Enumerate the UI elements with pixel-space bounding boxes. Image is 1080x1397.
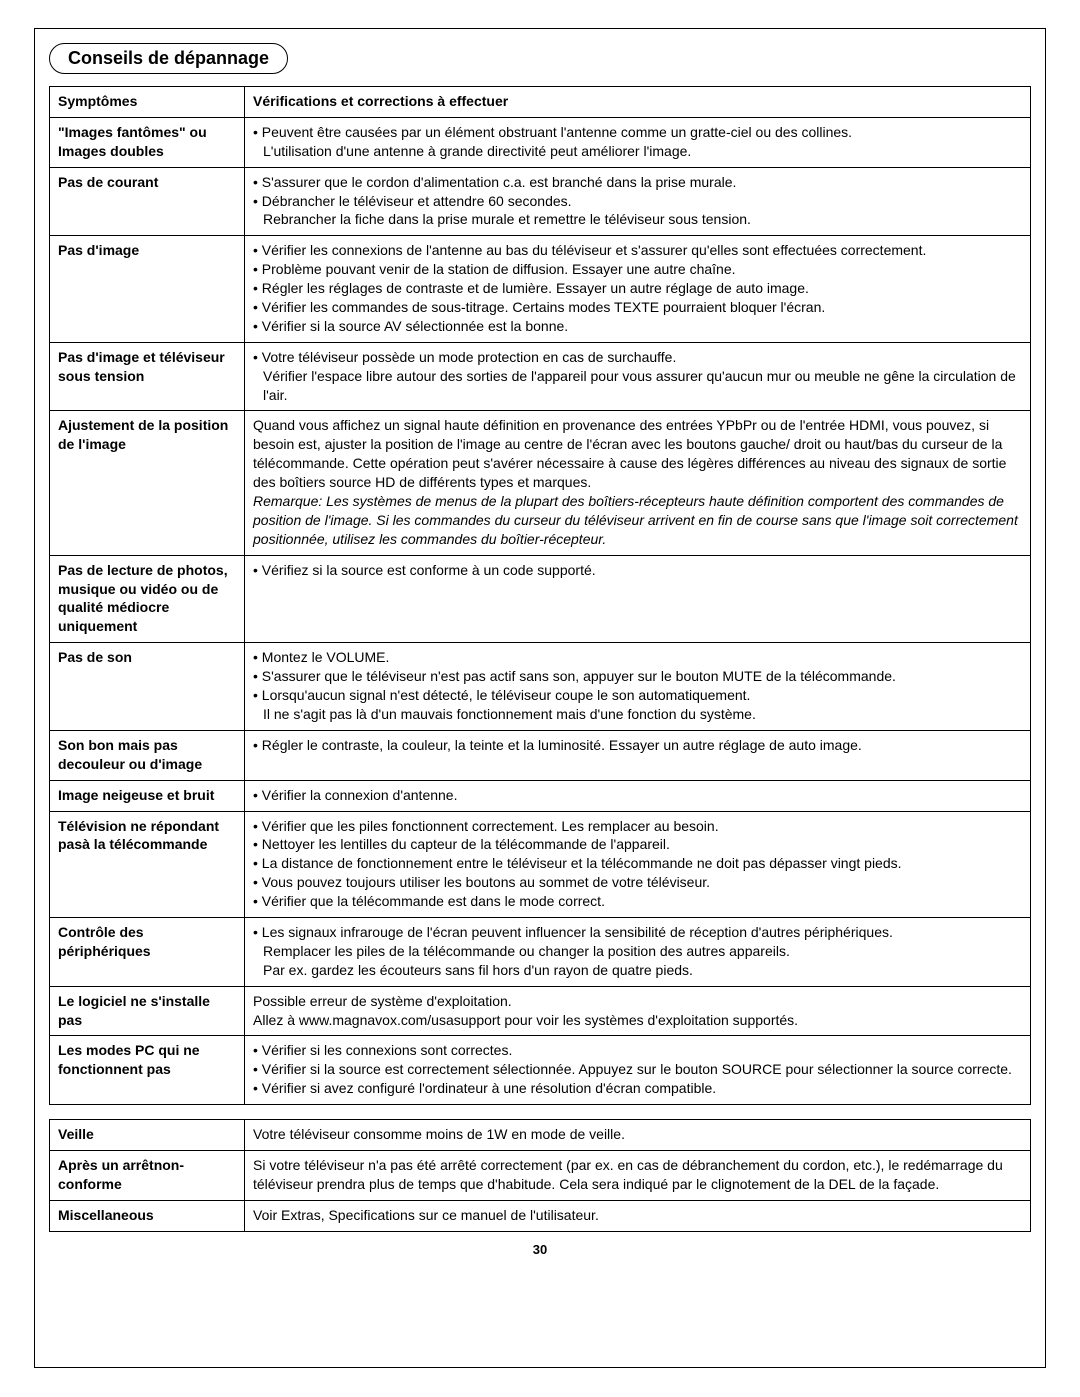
header-solution: Vérifications et corrections à effectuer bbox=[245, 87, 1031, 118]
symptom-cell: Pas de lecture de photos, musique ou vid… bbox=[50, 555, 245, 643]
table-row: Ajustement de la position de l'imageQuan… bbox=[50, 411, 1031, 555]
table-row: "Images fantômes" ou Images doubles• Peu… bbox=[50, 117, 1031, 167]
symptom-cell: Image neigeuse et bruit bbox=[50, 780, 245, 811]
table-row: Pas d'image et téléviseur sous tension• … bbox=[50, 342, 1031, 411]
table-row: VeilleVotre téléviseur consomme moins de… bbox=[50, 1120, 1031, 1151]
table-row: Pas de lecture de photos, musique ou vid… bbox=[50, 555, 1031, 643]
solution-cell: • Vérifier que les piles fonctionnent co… bbox=[245, 811, 1031, 917]
solution-cell: • Votre téléviseur possède un mode prote… bbox=[245, 342, 1031, 411]
symptom-cell: Le logiciel ne s'installe pas bbox=[50, 986, 245, 1036]
solution-cell: • Vérifier si les connexions sont correc… bbox=[245, 1036, 1031, 1105]
table-row: Pas de courant• S'assurer que le cordon … bbox=[50, 167, 1031, 236]
solution-cell: • Vérifier les connexions de l'antenne a… bbox=[245, 236, 1031, 342]
symptom-cell: Miscellaneous bbox=[50, 1200, 245, 1231]
solution-cell: • Vérifier la connexion d'antenne. bbox=[245, 780, 1031, 811]
symptom-cell: Veille bbox=[50, 1120, 245, 1151]
symptom-cell: Pas de son bbox=[50, 643, 245, 731]
table-row: Les modes PC qui ne fonctionnent pas• Vé… bbox=[50, 1036, 1031, 1105]
solution-cell: • Peuvent être causées par un élément ob… bbox=[245, 117, 1031, 167]
solution-cell: Voir Extras, Specifications sur ce manue… bbox=[245, 1200, 1031, 1231]
symptom-cell: Pas d'image bbox=[50, 236, 245, 342]
table-row: Télévision ne répondant pasà la télécomm… bbox=[50, 811, 1031, 917]
table-row: Son bon mais pas decouleur ou d'image• R… bbox=[50, 730, 1031, 780]
solution-cell: • S'assurer que le cordon d'alimentation… bbox=[245, 167, 1031, 236]
table-header-row: Symptômes Vérifications et corrections à… bbox=[50, 87, 1031, 118]
symptom-cell: Ajustement de la position de l'image bbox=[50, 411, 245, 555]
solution-cell: • Vérifiez si la source est conforme à u… bbox=[245, 555, 1031, 643]
solution-cell: • Montez le VOLUME.• S'assurer que le té… bbox=[245, 643, 1031, 731]
page-frame: Conseils de dépannage Symptômes Vérifica… bbox=[34, 28, 1046, 1368]
header-symptom: Symptômes bbox=[50, 87, 245, 118]
table-row: Pas d'image• Vérifier les connexions de … bbox=[50, 236, 1031, 342]
solution-cell: Quand vous affichez un signal haute défi… bbox=[245, 411, 1031, 555]
solution-cell: Si votre téléviseur n'a pas été arrêté c… bbox=[245, 1150, 1031, 1200]
symptom-cell: Contrôle des périphériques bbox=[50, 917, 245, 986]
symptom-cell: Son bon mais pas decouleur ou d'image bbox=[50, 730, 245, 780]
symptom-cell: Les modes PC qui ne fonctionnent pas bbox=[50, 1036, 245, 1105]
symptom-cell: Pas d'image et téléviseur sous tension bbox=[50, 342, 245, 411]
page-number: 30 bbox=[49, 1242, 1031, 1257]
table-row: MiscellaneousVoir Extras, Specifications… bbox=[50, 1200, 1031, 1231]
table-row: Pas de son• Montez le VOLUME.• S'assurer… bbox=[50, 643, 1031, 731]
solution-cell: • Les signaux infrarouge de l'écran peuv… bbox=[245, 917, 1031, 986]
symptom-cell: Pas de courant bbox=[50, 167, 245, 236]
solution-cell: Possible erreur de système d'exploitatio… bbox=[245, 986, 1031, 1036]
symptom-cell: Après un arrêtnon-conforme bbox=[50, 1150, 245, 1200]
table-row: Le logiciel ne s'installe pasPossible er… bbox=[50, 986, 1031, 1036]
table-row: Image neigeuse et bruit• Vérifier la con… bbox=[50, 780, 1031, 811]
symptom-cell: Télévision ne répondant pasà la télécomm… bbox=[50, 811, 245, 917]
secondary-table: VeilleVotre téléviseur consomme moins de… bbox=[49, 1119, 1031, 1232]
troubleshooting-table: Symptômes Vérifications et corrections à… bbox=[49, 86, 1031, 1105]
table-row: Après un arrêtnon-conformeSi votre télév… bbox=[50, 1150, 1031, 1200]
solution-cell: Votre téléviseur consomme moins de 1W en… bbox=[245, 1120, 1031, 1151]
table-row: Contrôle des périphériques• Les signaux … bbox=[50, 917, 1031, 986]
solution-cell: • Régler le contraste, la couleur, la te… bbox=[245, 730, 1031, 780]
page-title: Conseils de dépannage bbox=[49, 43, 288, 74]
symptom-cell: "Images fantômes" ou Images doubles bbox=[50, 117, 245, 167]
